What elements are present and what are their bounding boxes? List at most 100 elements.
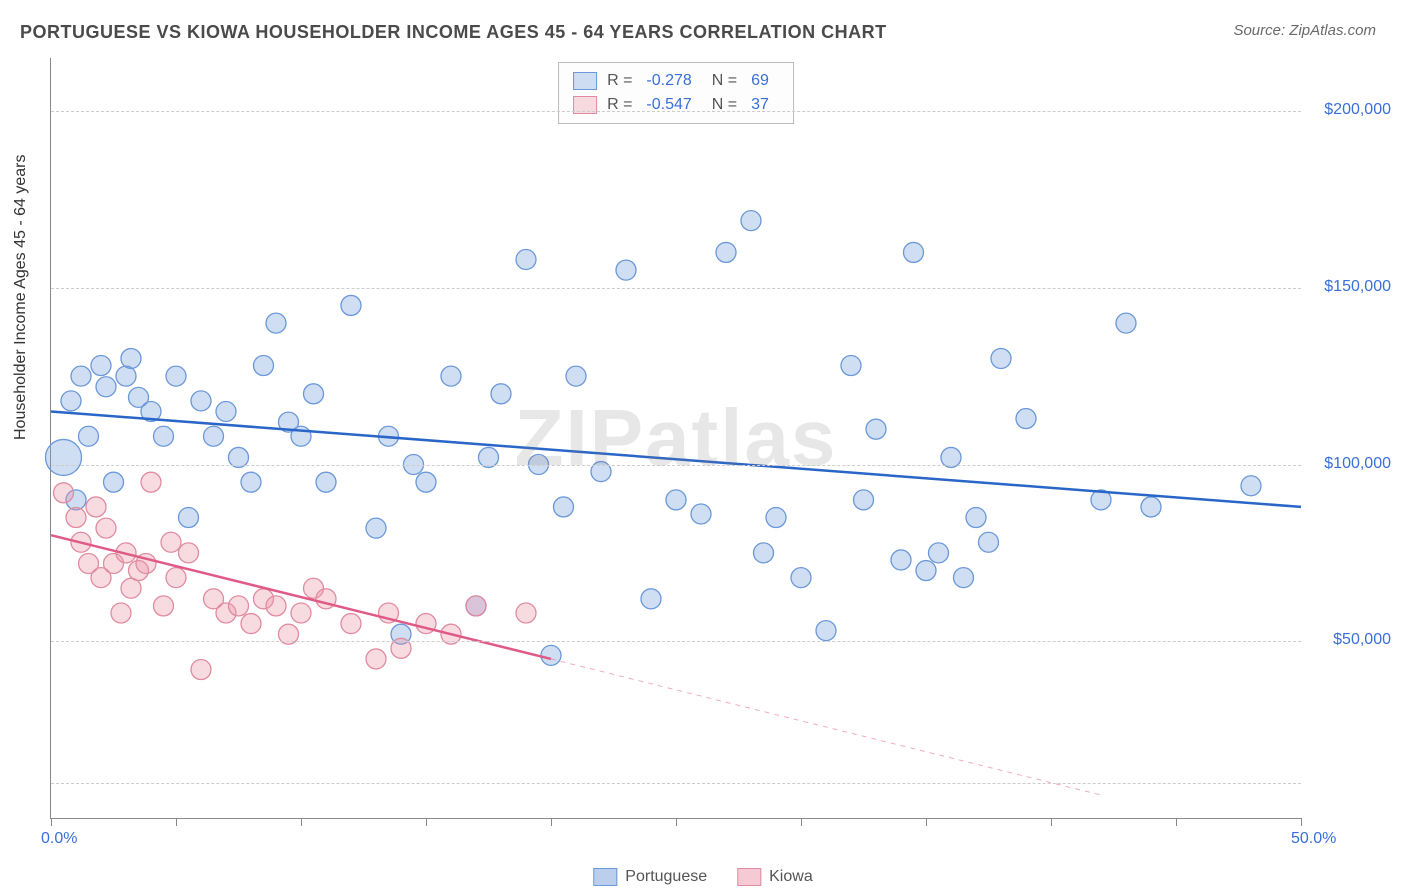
data-point (441, 366, 461, 386)
data-point (204, 426, 224, 446)
data-point (1016, 409, 1036, 429)
gridline (51, 288, 1301, 289)
data-point (366, 649, 386, 669)
data-point (866, 419, 886, 439)
data-point (216, 401, 236, 421)
legend-label-portuguese: Portuguese (625, 868, 707, 886)
data-point (166, 568, 186, 588)
y-tick-label: $100,000 (1324, 455, 1391, 473)
data-point (554, 497, 574, 517)
y-tick-label: $150,000 (1324, 278, 1391, 296)
x-tick (1301, 818, 1302, 826)
x-tick (551, 818, 552, 826)
chart-title: PORTUGUESE VS KIOWA HOUSEHOLDER INCOME A… (20, 22, 887, 43)
gridline (51, 465, 1301, 466)
data-point (191, 391, 211, 411)
data-point (1116, 313, 1136, 333)
x-tick (801, 818, 802, 826)
data-point (116, 366, 136, 386)
x-tick-label: 50.0% (1291, 830, 1336, 848)
data-point (854, 490, 874, 510)
data-point (154, 596, 174, 616)
swatch-portuguese (593, 868, 617, 886)
data-point (691, 504, 711, 524)
legend-row-kiowa: R = -0.547 N = 37 (573, 93, 779, 117)
data-point (96, 518, 116, 538)
legend-item-kiowa: Kiowa (737, 868, 813, 886)
data-point (929, 543, 949, 563)
data-point (179, 543, 199, 563)
n-value-portuguese: 69 (751, 69, 769, 93)
data-point (616, 260, 636, 280)
data-point (71, 366, 91, 386)
data-point (766, 508, 786, 528)
data-point (516, 249, 536, 269)
data-point (266, 596, 286, 616)
x-tick-label: 0.0% (41, 830, 77, 848)
data-point (741, 211, 761, 231)
x-tick (1176, 818, 1177, 826)
x-tick (176, 818, 177, 826)
data-point (791, 568, 811, 588)
n-value-kiowa: 37 (751, 93, 769, 117)
data-point (141, 472, 161, 492)
data-point (291, 603, 311, 623)
x-tick (926, 818, 927, 826)
correlation-legend: R = -0.278 N = 69 R = -0.547 N = 37 (558, 62, 794, 124)
gridline (51, 641, 1301, 642)
data-point (229, 596, 249, 616)
data-point (54, 483, 74, 503)
data-point (161, 532, 181, 552)
data-point (179, 508, 199, 528)
data-point (304, 384, 324, 404)
data-point (241, 614, 261, 634)
data-point (566, 366, 586, 386)
r-value-portuguese: -0.278 (646, 69, 691, 93)
data-point (191, 660, 211, 680)
data-point (816, 621, 836, 641)
data-point (916, 561, 936, 581)
data-point (266, 313, 286, 333)
source-attribution: Source: ZipAtlas.com (1233, 22, 1376, 39)
data-point (904, 242, 924, 262)
data-point (61, 391, 81, 411)
data-point (754, 543, 774, 563)
r-label: R = (607, 93, 632, 117)
plot-area: ZIPatlas R = -0.278 N = 69 R = -0.547 N … (50, 58, 1301, 819)
swatch-kiowa (737, 868, 761, 886)
x-tick (1051, 818, 1052, 826)
x-tick (676, 818, 677, 826)
data-point (121, 578, 141, 598)
n-label: N = (712, 93, 737, 117)
data-point (641, 589, 661, 609)
data-point (491, 384, 511, 404)
y-tick-label: $200,000 (1324, 101, 1391, 119)
data-point (254, 356, 274, 376)
legend-label-kiowa: Kiowa (769, 868, 813, 886)
data-point (979, 532, 999, 552)
data-point (104, 472, 124, 492)
data-point (166, 366, 186, 386)
x-tick (301, 818, 302, 826)
y-axis-label: Householder Income Ages 45 - 64 years (12, 155, 30, 441)
data-point (66, 508, 86, 528)
data-point (541, 645, 561, 665)
data-point (466, 596, 486, 616)
data-point (86, 497, 106, 517)
data-point (341, 614, 361, 634)
legend-row-portuguese: R = -0.278 N = 69 (573, 69, 779, 93)
data-point (316, 472, 336, 492)
data-point (91, 356, 111, 376)
data-point (991, 348, 1011, 368)
scatter-svg (51, 58, 1301, 818)
x-tick (51, 818, 52, 826)
data-point (966, 508, 986, 528)
legend-item-portuguese: Portuguese (593, 868, 707, 886)
data-point (46, 439, 82, 475)
swatch-portuguese (573, 72, 597, 90)
series-legend: Portuguese Kiowa (593, 868, 812, 886)
r-label: R = (607, 69, 632, 93)
r-value-kiowa: -0.547 (646, 93, 691, 117)
data-point (716, 242, 736, 262)
data-point (366, 518, 386, 538)
